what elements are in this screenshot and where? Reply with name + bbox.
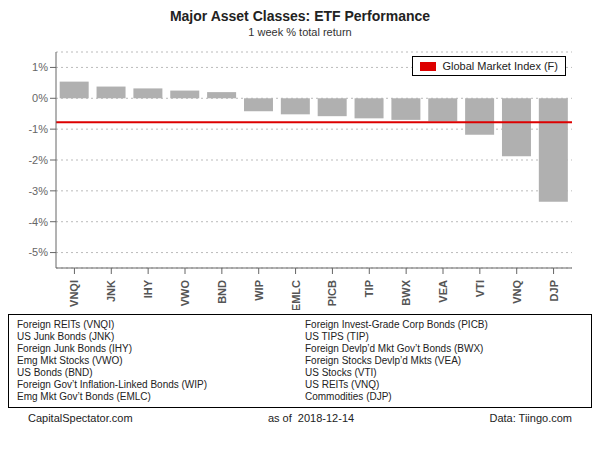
html-text:US Stocks (VTI): US Stocks (VTI) xyxy=(305,367,377,378)
svg-text:1%: 1% xyxy=(32,61,48,73)
svg-text:WIP: WIP xyxy=(253,280,265,301)
svg-text:EMLC: EMLC xyxy=(290,280,302,310)
html-text:Foreign Gov’t Inflation-Linked: Foreign Gov’t Inflation-Linked Bonds (WI… xyxy=(17,379,208,390)
svg-text:JNK: JNK xyxy=(105,280,117,302)
html-text:1 week % total return: 1 week % total return xyxy=(248,26,352,38)
svg-text:-2%: -2% xyxy=(28,154,48,166)
svg-text:-4%: -4% xyxy=(28,216,48,228)
html-text:Global Market Index (F): Global Market Index (F) xyxy=(442,60,558,72)
html-text:Emg Mkt Gov’t Bonds (EMLC): Emg Mkt Gov’t Bonds (EMLC) xyxy=(17,391,151,402)
svg-text:DJP: DJP xyxy=(548,280,560,301)
svg-text:-1%: -1% xyxy=(28,123,48,135)
html-text:Foreign Invest-Grade Corp Bond: Foreign Invest-Grade Corp Bonds (PICB) xyxy=(305,319,488,330)
svg-text:0%: 0% xyxy=(32,92,48,104)
svg-text:VNQ: VNQ xyxy=(511,280,523,304)
html-text:CapitalSpectator.com: CapitalSpectator.com xyxy=(28,412,133,424)
html-text:as of 2018-12-14: as of 2018-12-14 xyxy=(267,412,355,424)
html-text:US Junk Bonds (JNK): US Junk Bonds (JNK) xyxy=(17,331,115,342)
svg-text:PICB: PICB xyxy=(326,280,338,306)
html-text:Commodities (DJP): Commodities (DJP) xyxy=(305,391,392,402)
svg-text:BND: BND xyxy=(216,280,228,304)
html-text:Data: Tiingo.com: Data: Tiingo.com xyxy=(489,412,572,424)
html-text:US REITs (VNQ): US REITs (VNQ) xyxy=(305,379,380,390)
svg-text:VTI: VTI xyxy=(474,280,486,297)
html-text:US TIPS (TIP): US TIPS (TIP) xyxy=(305,331,369,342)
svg-text:VWO: VWO xyxy=(179,280,191,307)
svg-text:VEA: VEA xyxy=(437,280,449,303)
svg-text:IHY: IHY xyxy=(142,279,154,298)
svg-text:VNQI: VNQI xyxy=(68,280,80,307)
html-text:Foreign Devlp’d Mkt Gov’t Bond: Foreign Devlp’d Mkt Gov’t Bonds (BWX) xyxy=(305,343,484,354)
html-text:Foreign Stocks Devlp’d Mkts (V: Foreign Stocks Devlp’d Mkts (VEA) xyxy=(305,355,462,366)
html-text:Emg Mkt Stocks (VWO): Emg Mkt Stocks (VWO) xyxy=(17,355,123,366)
svg-text:TIP: TIP xyxy=(363,280,375,297)
html-text:Foreign Junk Bonds (IHY): Foreign Junk Bonds (IHY) xyxy=(17,343,133,354)
svg-text:-5%: -5% xyxy=(28,246,48,258)
html-text:US Bonds (BND): US Bonds (BND) xyxy=(17,367,93,378)
html-text:Major Asset Classes: ETF Perfo: Major Asset Classes: ETF Performance xyxy=(169,8,431,24)
html-text:Foreign REITs (VNQI): Foreign REITs (VNQI) xyxy=(17,319,115,330)
svg-text:BWX: BWX xyxy=(400,279,412,305)
svg-text:-3%: -3% xyxy=(28,185,48,197)
